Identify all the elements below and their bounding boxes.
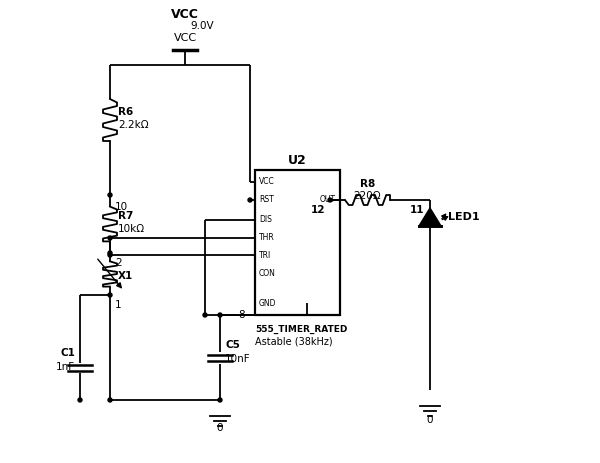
Polygon shape [419, 208, 441, 226]
Text: 11: 11 [410, 205, 425, 215]
Text: GND: GND [259, 299, 277, 307]
Text: U2: U2 [288, 154, 307, 167]
Text: 0: 0 [427, 415, 433, 425]
Text: Astable (38kHz): Astable (38kHz) [255, 336, 332, 346]
Circle shape [78, 398, 82, 402]
Text: 8: 8 [238, 310, 245, 320]
Text: RST: RST [259, 195, 274, 205]
Text: 9.0V: 9.0V [190, 21, 214, 31]
Text: 2.2kΩ: 2.2kΩ [118, 120, 149, 130]
Circle shape [108, 398, 112, 402]
Circle shape [218, 398, 222, 402]
Text: 2: 2 [115, 258, 122, 268]
Text: LED1: LED1 [448, 212, 479, 222]
Circle shape [108, 236, 112, 240]
Text: THR: THR [259, 233, 275, 243]
Text: R6: R6 [118, 107, 133, 117]
Text: 1nF: 1nF [56, 363, 75, 373]
Text: 555_TIMER_RATED: 555_TIMER_RATED [255, 325, 347, 333]
Text: 10: 10 [115, 202, 128, 212]
Circle shape [203, 313, 207, 317]
Text: R7: R7 [118, 211, 133, 221]
Circle shape [108, 251, 112, 255]
Text: CON: CON [259, 269, 276, 277]
Text: 1: 1 [115, 300, 122, 310]
Circle shape [108, 253, 112, 257]
Text: TRI: TRI [259, 250, 271, 259]
Text: 0: 0 [217, 423, 223, 433]
Text: 12: 12 [311, 205, 325, 215]
Text: 220Ω: 220Ω [353, 191, 382, 201]
Text: 10kΩ: 10kΩ [118, 224, 145, 234]
Circle shape [248, 198, 252, 202]
Text: R8: R8 [360, 179, 375, 189]
Text: X1: X1 [118, 271, 133, 281]
Circle shape [108, 293, 112, 297]
Text: VCC: VCC [173, 33, 197, 43]
Circle shape [218, 313, 222, 317]
Text: OUT: OUT [320, 195, 336, 205]
Circle shape [108, 193, 112, 197]
Text: DIS: DIS [259, 215, 272, 225]
Circle shape [328, 198, 332, 202]
Text: 10nF: 10nF [225, 355, 251, 364]
Bar [255, 170, 340, 315]
Text: C1: C1 [60, 348, 75, 357]
Text: VCC: VCC [171, 7, 199, 20]
Text: C5: C5 [225, 340, 240, 350]
Text: VCC: VCC [259, 177, 275, 187]
